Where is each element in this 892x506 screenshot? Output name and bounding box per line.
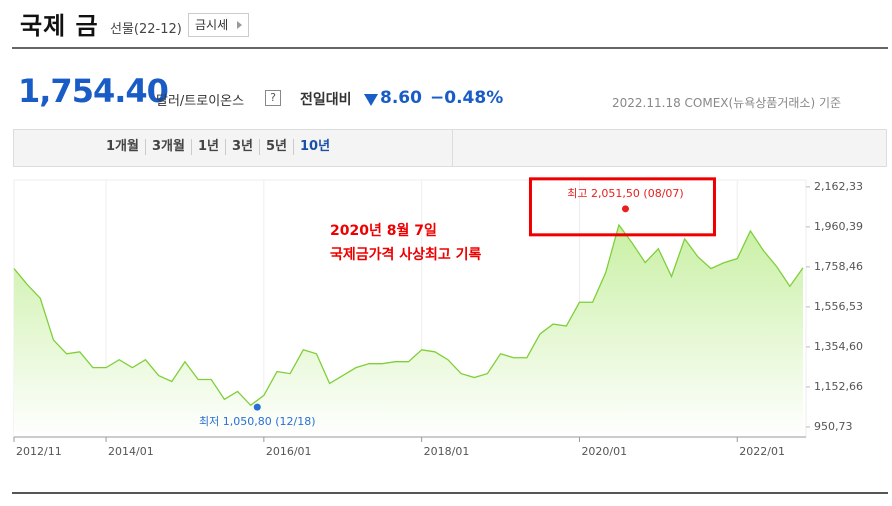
- high-label: 최고 2,051,50 (08/07): [567, 187, 684, 200]
- tabs: 1개월 3개월 1년 3년 5년 10년: [100, 139, 336, 155]
- tab[interactable]: 1년: [190, 139, 225, 155]
- subtitle: 선물(22-12): [110, 22, 182, 37]
- tab[interactable]: 3년: [224, 139, 259, 155]
- y-tick-label: 950,73: [814, 420, 853, 433]
- line: [13, 223, 804, 407]
- low-marker: [253, 403, 261, 411]
- down-icon: [364, 94, 378, 106]
- divider: [12, 492, 888, 494]
- annotation: 2020년 8월 7일: [330, 222, 437, 239]
- divider: [12, 47, 888, 49]
- change-percent: −0.48%: [430, 88, 504, 108]
- high-marker: [621, 205, 629, 213]
- tab[interactable]: 1개월: [106, 139, 139, 154]
- help-icon[interactable]: ?: [265, 90, 281, 106]
- y-tick-label: 1,354,60: [814, 340, 863, 353]
- annotation: 국제금가격 사상최고 기록: [330, 246, 482, 263]
- tab[interactable]: 10년: [292, 139, 336, 155]
- source: 2022.11.18 COMEX(뉴욕상품거래소) 기준: [612, 96, 842, 110]
- title: 국제 금: [20, 12, 99, 40]
- change-label: 전일대비: [300, 92, 352, 108]
- y-tick-label: 1,758,46: [814, 260, 863, 273]
- tab[interactable]: 5년: [258, 139, 293, 155]
- x-tick-label: 2012/11: [16, 445, 62, 458]
- price-unit: 달러/트로이온스: [156, 94, 245, 109]
- price: 1,754.40: [18, 72, 169, 110]
- change: 8.60: [380, 88, 422, 108]
- y-tick-label: 1,556,53: [814, 300, 863, 313]
- low-label: 최저 1,050,80 (12/18): [199, 415, 316, 428]
- x-tick-label: 2018/01: [424, 445, 470, 458]
- highlight-box: [528, 177, 716, 237]
- button[interactable]: 금시세: [188, 13, 250, 37]
- x-tick-label: 2014/01: [108, 445, 154, 458]
- y-tick-label: 2,162,33: [814, 180, 863, 193]
- tab[interactable]: 3개월: [144, 139, 191, 155]
- x-tick-label: 2016/01: [266, 445, 312, 458]
- y-tick-label: 1,960,39: [814, 220, 863, 233]
- area: [14, 224, 803, 437]
- x-tick-label: 2022/01: [739, 445, 785, 458]
- y-tick-label: 1,152,66: [814, 380, 863, 393]
- tab-bar: [13, 129, 887, 167]
- tab-separator: [452, 129, 453, 167]
- x-tick-label: 2020/01: [581, 445, 627, 458]
